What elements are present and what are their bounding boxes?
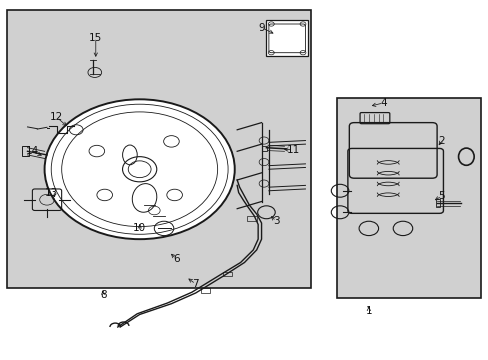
Bar bbox=[200, 288, 210, 293]
Bar bbox=[266, 21, 307, 56]
Bar bbox=[336, 98, 480, 298]
Text: 1: 1 bbox=[365, 306, 371, 316]
Text: 3: 3 bbox=[272, 216, 279, 226]
Text: 4: 4 bbox=[379, 98, 386, 108]
Bar bbox=[261, 145, 267, 151]
Text: 5: 5 bbox=[438, 191, 445, 201]
Text: 11: 11 bbox=[286, 144, 299, 154]
Text: 8: 8 bbox=[100, 290, 106, 300]
Text: 13: 13 bbox=[45, 188, 59, 198]
Text: 10: 10 bbox=[133, 224, 146, 233]
Text: 6: 6 bbox=[173, 254, 179, 264]
Text: 15: 15 bbox=[89, 33, 102, 43]
Bar bbox=[435, 199, 439, 207]
Bar bbox=[246, 216, 256, 221]
Text: 14: 14 bbox=[26, 146, 39, 156]
Bar bbox=[6, 10, 311, 288]
Bar bbox=[21, 146, 29, 156]
Text: 7: 7 bbox=[192, 279, 199, 289]
Text: 12: 12 bbox=[50, 112, 63, 122]
Bar bbox=[222, 272, 232, 276]
Text: 9: 9 bbox=[258, 23, 264, 33]
Circle shape bbox=[44, 99, 234, 239]
Text: 2: 2 bbox=[438, 136, 445, 145]
